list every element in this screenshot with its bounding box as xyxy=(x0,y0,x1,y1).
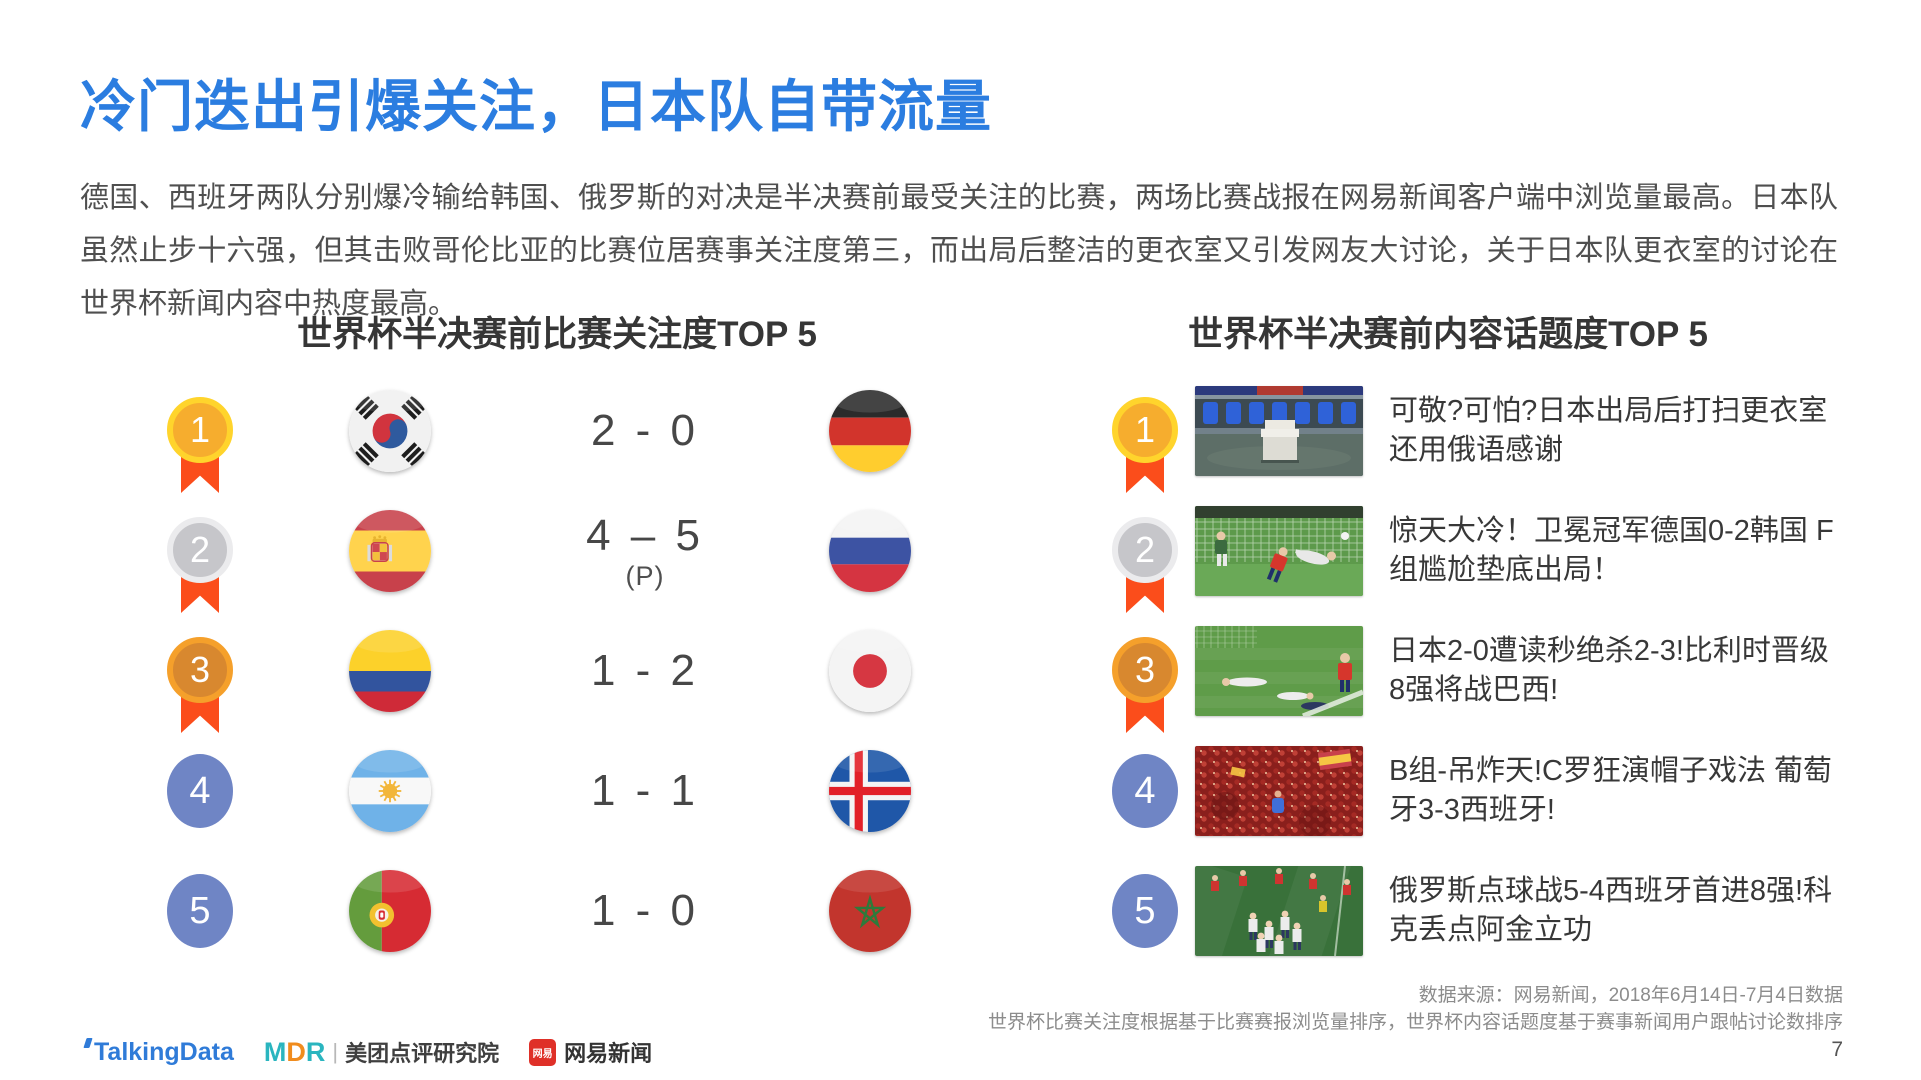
rank-4-badge: 4 xyxy=(1112,754,1178,828)
topic-headline: 日本2-0遭读秒绝杀2-3!比利时晋级8强将战巴西! xyxy=(1389,635,1829,706)
flag-spain-icon xyxy=(349,510,431,592)
rank-2-medal: 2 xyxy=(165,517,235,613)
talkingdata-wordmark: TalkingData xyxy=(94,1037,234,1066)
topic-headline: 俄罗斯点球战5-4西班牙首进8强!科克丢点阿金立功 xyxy=(1389,875,1833,946)
flag-argentina-icon xyxy=(349,750,431,832)
topic-row-4: 4 B组-吊炸天!C罗狂演帽子戏法 葡萄牙3-3西班牙! xyxy=(1095,731,1843,851)
match-row-5: 5 1 - 0 xyxy=(140,851,970,971)
flag-germany-icon xyxy=(829,390,911,472)
topic-headline: B组-吊炸天!C罗狂演帽子戏法 葡萄牙3-3西班牙! xyxy=(1389,755,1833,826)
news-photo-portugal-spain-crowd xyxy=(1195,746,1363,836)
match-score: 1 - 0 xyxy=(590,886,700,935)
topic-row-1: 1 可敬?可怕?日本出局后打扫更衣室 还用俄语感谢 xyxy=(1095,371,1843,493)
mdr-letter-d: D xyxy=(286,1036,306,1067)
match-score: 1 - 1 xyxy=(590,766,700,815)
rank-5-badge: 5 xyxy=(1112,874,1178,948)
rank-3-medal: 3 xyxy=(1110,637,1180,733)
rank-1-medal: 1 xyxy=(1110,397,1180,493)
talkingdata-logo: TalkingData xyxy=(83,1037,234,1067)
flag-morocco-icon xyxy=(829,870,911,952)
topic-headline: 可敬?可怕?日本出局后打扫更衣室 还用俄语感谢 xyxy=(1389,395,1828,466)
source-line-2: 世界杯比赛关注度根据基于比赛赛报浏览量排序，世界杯内容话题度基于赛事新闻用户跟帖… xyxy=(987,1012,1843,1033)
netease-badge-icon: 网易 xyxy=(529,1038,557,1066)
page-title: 冷门迭出引爆关注，日本队自带流量 xyxy=(80,75,992,138)
rank-number: 1 xyxy=(189,409,211,450)
meituan-research-label: 美团点评研究院 xyxy=(345,1041,500,1066)
news-photo-japan-belgium-players xyxy=(1195,626,1363,716)
news-photo-locker-room xyxy=(1195,386,1363,476)
penalty-note: (P) xyxy=(625,560,665,591)
flag-colombia-icon xyxy=(349,630,431,712)
talkingdata-tick-icon xyxy=(83,1037,93,1048)
topic-headline: 惊天大冷！卫冕冠军德国0-2韩国 F组尴尬垫底出局！ xyxy=(1389,515,1834,586)
rank-2-medal: 2 xyxy=(1110,517,1180,613)
mdr-letter-m: M xyxy=(263,1036,287,1067)
netease-news-logo: 网易 网易新闻 xyxy=(529,1036,652,1068)
match-row-2: 2 4 – 5 (P) xyxy=(140,491,970,613)
match-score: 4 – 5 xyxy=(586,510,704,560)
flag-south-korea-icon xyxy=(349,390,431,472)
rank-4-badge: 4 xyxy=(167,754,233,828)
topic-ranking-list: 1 可敬?可怕?日本出局后打扫更衣室 还用俄语感谢 2 xyxy=(1095,371,1843,971)
flag-japan-icon xyxy=(829,630,911,712)
topic-ranking-title: 世界杯半决赛前内容话题度TOP 5 xyxy=(1188,315,1708,354)
rank-5-badge: 5 xyxy=(167,874,233,948)
flag-iceland-icon xyxy=(829,750,911,832)
netease-news-label: 网易新闻 xyxy=(564,1041,653,1066)
source-line-1: 数据来源：网易新闻，2018年6月14日-7月4日数据 xyxy=(1418,985,1843,1006)
rank-number: 2 xyxy=(189,529,211,570)
rank-3-medal: 3 xyxy=(165,637,235,733)
logo-divider: | xyxy=(332,1039,339,1064)
rank-number: 3 xyxy=(189,649,211,690)
flag-portugal-icon xyxy=(349,870,431,952)
match-row-4: 4 1 - 1 xyxy=(140,731,970,851)
news-photo-russia-celebration xyxy=(1195,866,1363,956)
page-number: 7 xyxy=(1831,1038,1843,1061)
news-photo-germany-korea-goal xyxy=(1195,506,1363,596)
data-source-note: 数据来源：网易新闻，2018年6月14日-7月4日数据 世界杯比赛关注度根据基于… xyxy=(988,982,1843,1036)
intro-paragraph: 德国、西班牙两队分别爆冷输给韩国、俄罗斯的对决是半决赛前最受关注的比赛，两场比赛… xyxy=(80,182,1838,320)
topic-row-5: 5 xyxy=(1095,851,1843,971)
flag-russia-icon xyxy=(829,510,911,592)
match-row-1: 1 2 - 0 xyxy=(140,371,970,493)
match-ranking-list: 1 2 - 0 xyxy=(140,371,970,971)
match-row-3: 3 1 - 2 xyxy=(140,611,970,733)
topic-row-3: 3 日本2-0遭读秒绝杀2-3!比利时晋级8强将战巴西! xyxy=(1095,611,1843,733)
match-score: 2 - 0 xyxy=(590,406,700,455)
topic-row-2: 2 惊天大冷！卫冕冠军德国0-2韩国 F组尴尬垫底出局！ xyxy=(1095,491,1843,613)
rank-1-medal: 1 xyxy=(165,397,235,493)
match-score: 1 - 2 xyxy=(590,646,700,695)
mdr-letter-r: R xyxy=(305,1036,326,1067)
match-ranking-title: 世界杯半决赛前比赛关注度TOP 5 xyxy=(297,315,817,354)
